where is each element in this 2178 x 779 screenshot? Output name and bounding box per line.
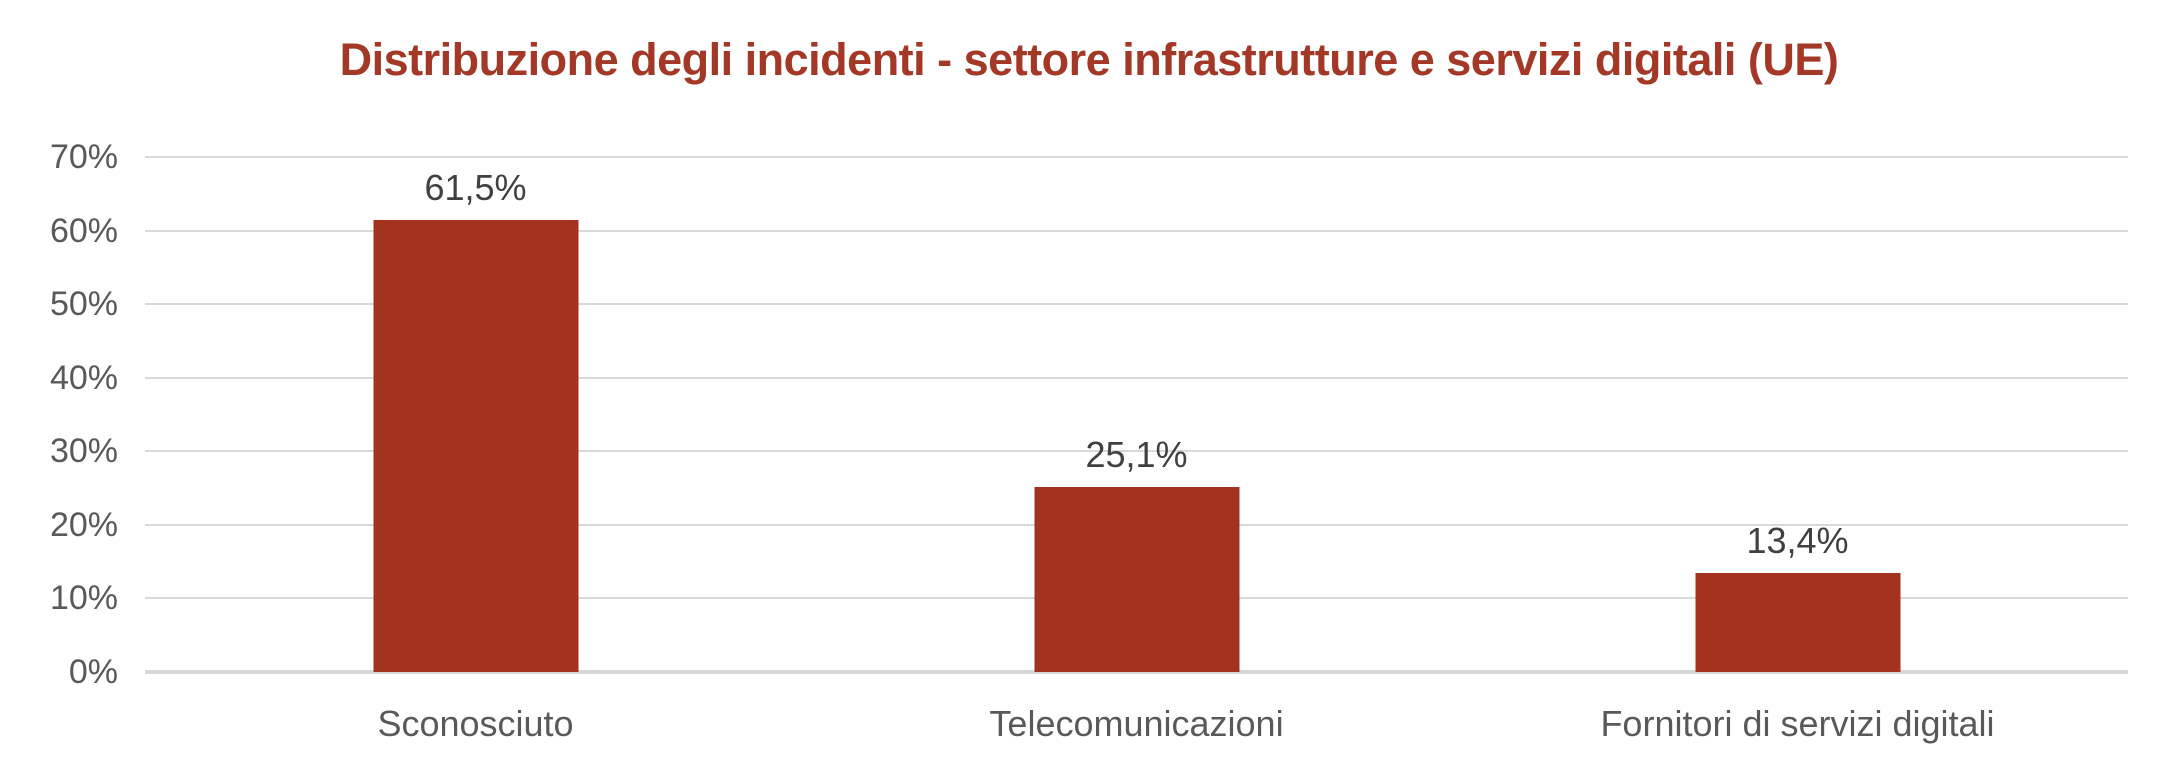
- gridline: [145, 450, 2128, 453]
- y-tick-label: 0%: [68, 653, 118, 691]
- bar: [373, 219, 578, 672]
- bar-value-label: 25,1%: [1085, 434, 1188, 476]
- bar-value-label: 13,4%: [1746, 520, 1849, 562]
- category-label: Telecomunicazioni: [989, 703, 1284, 744]
- category-label: Sconosciuto: [377, 703, 574, 744]
- y-tick-label: 60%: [49, 211, 118, 250]
- bar-slot: 13,4%: [1467, 157, 2128, 672]
- bar-slot: 61,5%: [145, 157, 806, 672]
- bar-value-label: 61,5%: [424, 166, 527, 208]
- chart-title: Distribuzione degli incidenti - settore …: [339, 34, 1839, 85]
- y-tick-label: 40%: [49, 358, 118, 397]
- bar: [1695, 573, 1900, 672]
- bar-series: 61,5% 25,1% 13,4%: [145, 157, 2128, 672]
- gridline: [145, 376, 2128, 379]
- plot-area: 61,5% 25,1% 13,4%: [145, 156, 2128, 674]
- y-tick-label: 70%: [49, 138, 118, 176]
- gridline: [145, 156, 2128, 158]
- bar-slot: 25,1%: [806, 157, 1467, 672]
- y-tick-label: 20%: [49, 505, 118, 544]
- gridline: [145, 229, 2128, 232]
- gridline: [145, 670, 2128, 674]
- category-label: Fornitori di servizi digitali: [1600, 703, 1995, 744]
- y-tick-label: 10%: [49, 579, 118, 618]
- y-tick-label: 30%: [49, 432, 118, 471]
- bar: [1034, 487, 1239, 672]
- x-axis: Sconosciuto Telecomunicazioni Fornitori di…: [145, 702, 2128, 745]
- y-tick-label: 50%: [49, 285, 118, 324]
- gridline: [145, 303, 2128, 306]
- y-axis: 0% 10% 20% 30% 40% 50% 60% 70%: [0, 140, 118, 689]
